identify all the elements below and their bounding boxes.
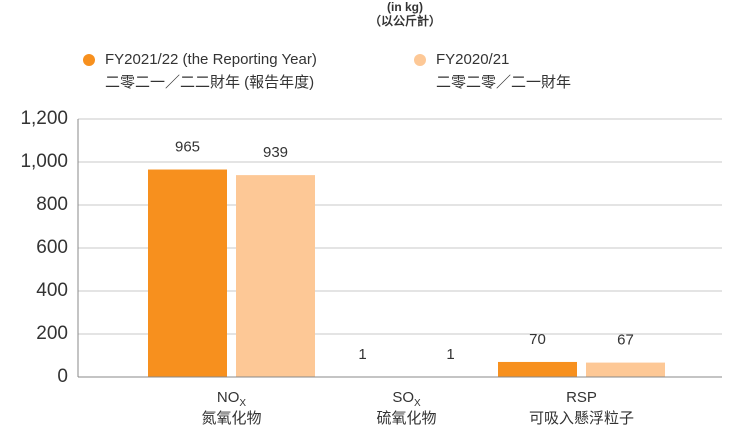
bar <box>498 361 577 377</box>
legend-marker <box>414 54 426 66</box>
y-tick-label: 1,200 <box>20 108 68 129</box>
value-label: 1 <box>358 346 366 363</box>
category-label: RSP <box>566 389 597 406</box>
bar <box>236 175 315 377</box>
category-label: NO <box>217 389 240 406</box>
legend-label: FY2020/21 <box>436 51 509 68</box>
y-tick-label: 800 <box>36 194 68 215</box>
x-tick-label-zh: 氮氧化物 <box>201 410 261 427</box>
y-tick-label: 0 <box>57 366 68 387</box>
legend-marker <box>83 54 95 66</box>
value-label: 70 <box>529 331 546 348</box>
category-subscript: X <box>414 398 421 409</box>
y-tick-label: 400 <box>36 280 68 301</box>
y-tick-label: 200 <box>36 323 68 344</box>
chart-title-zh: （以公斤計） <box>369 13 441 28</box>
legend-label: FY2021/22 (the Reporting Year) <box>105 51 317 68</box>
value-label: 965 <box>175 138 200 155</box>
value-label: 1 <box>446 346 454 363</box>
x-tick-label: NOX <box>217 389 247 409</box>
x-tick-label-zh: 硫氧化物 <box>376 410 436 427</box>
x-tick-label: RSP <box>566 389 597 406</box>
y-tick-label: 600 <box>36 237 68 258</box>
value-label: 939 <box>263 144 288 161</box>
chart-title: (in kg) <box>387 0 423 14</box>
category-label: SO <box>392 389 414 406</box>
legend-label-zh: 二零二一／二二財年 (報告年度) <box>105 74 314 91</box>
x-tick-label: SOX <box>392 389 421 409</box>
y-tick-label: 1,000 <box>20 151 68 172</box>
value-label: 67 <box>617 332 634 349</box>
category-subscript: X <box>239 398 246 409</box>
bar <box>148 169 227 377</box>
x-tick-label-zh: 可吸入懸浮粒子 <box>529 410 634 427</box>
bar <box>586 362 665 377</box>
legend-label-zh: 二零二零／二一財年 <box>436 74 571 91</box>
